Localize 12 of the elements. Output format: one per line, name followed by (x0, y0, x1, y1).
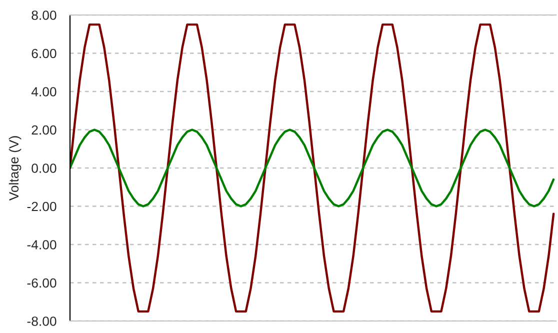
line-series (70, 23, 555, 313)
y-axis-title: Voltage (V) (8, 136, 22, 201)
y-tick-label: 0.00 (32, 164, 56, 173)
y-tick-label: -8.00 (27, 316, 56, 326)
y-tick-label: 4.00 (31, 87, 56, 96)
y-tick-label: -2.00 (27, 202, 56, 212)
line-series (70, 128, 555, 208)
y-tick-label: -6.00 (27, 278, 56, 288)
y-tick-label: 6.00 (32, 48, 56, 58)
y-tick-label: 8.00 (32, 10, 56, 20)
y-tick-label: 2.00 (32, 125, 56, 135)
y-tick-label: -4.00 (27, 240, 56, 250)
